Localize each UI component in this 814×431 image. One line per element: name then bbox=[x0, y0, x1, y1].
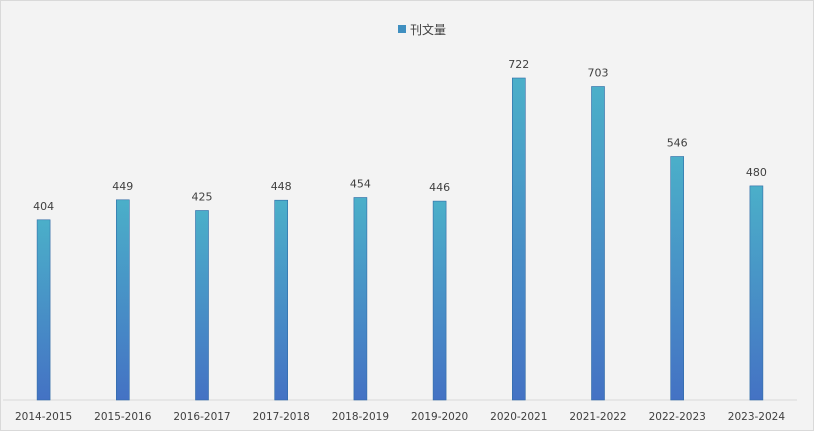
bar-2017-2018 bbox=[274, 199, 289, 401]
data-label-2014-2015: 404 bbox=[33, 200, 54, 213]
x-tick-label-2016-2017: 2016-2017 bbox=[173, 411, 230, 423]
x-tick-label-2015-2016: 2015-2016 bbox=[94, 411, 152, 423]
x-tick-label-2017-2018: 2017-2018 bbox=[253, 411, 310, 423]
data-label-2019-2020: 446 bbox=[429, 181, 450, 194]
x-tick-labels-group: 2014-2015 2015-2016 2016-2017 2017-2018 2018… bbox=[15, 411, 785, 423]
data-label-2022-2023: 546 bbox=[667, 137, 688, 150]
data-label-2015-2016: 449 bbox=[112, 180, 133, 193]
bar-2022-2023 bbox=[670, 156, 685, 401]
x-tick-label-2014-2015: 2014-2015 bbox=[15, 411, 72, 423]
data-label-2021-2022: 703 bbox=[588, 67, 609, 80]
bar-2020-2021 bbox=[511, 77, 526, 401]
bar-2023-2024 bbox=[749, 185, 764, 401]
x-tick-label-2019-2020: 2019-2020 bbox=[411, 411, 468, 423]
x-tick-label-2018-2019: 2018-2019 bbox=[332, 411, 389, 423]
bar-2016-2017 bbox=[195, 210, 209, 401]
data-label-2020-2021: 722 bbox=[508, 58, 529, 71]
data-label-2023-2024: 480 bbox=[746, 166, 767, 179]
x-tick-label-2021-2022: 2021-2022 bbox=[569, 411, 626, 423]
bar-2019-2020 bbox=[432, 200, 447, 401]
bars-group bbox=[36, 77, 764, 401]
data-label-2017-2018: 448 bbox=[271, 180, 292, 193]
bar-2015-2016 bbox=[116, 199, 130, 401]
legend-swatch bbox=[398, 25, 406, 33]
bar-2018-2019 bbox=[353, 197, 368, 401]
legend-label: 刊文量 bbox=[410, 22, 446, 37]
legend: 刊文量 bbox=[398, 22, 446, 37]
x-tick-label-2020-2021: 2020-2021 bbox=[490, 411, 547, 423]
data-label-2016-2017: 425 bbox=[192, 191, 213, 204]
data-labels-group: 404 449 425 448 454 446 722 703 546 480 bbox=[33, 58, 767, 213]
data-label-2018-2019: 454 bbox=[350, 178, 371, 191]
x-tick-label-2023-2024: 2023-2024 bbox=[728, 411, 786, 423]
bar-2014-2015 bbox=[36, 219, 51, 401]
x-tick-label-2022-2023: 2022-2023 bbox=[649, 411, 706, 423]
bar-2021-2022 bbox=[591, 86, 605, 401]
